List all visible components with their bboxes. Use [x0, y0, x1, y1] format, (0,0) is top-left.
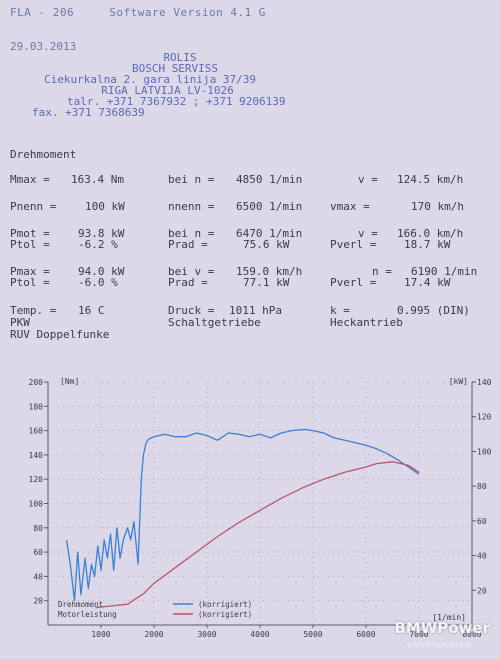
stamp-fax: fax. +371 7368639	[32, 106, 145, 119]
right-tick-label: 100	[477, 447, 492, 456]
left-tick-label: 120	[29, 475, 44, 484]
pmot-rpm-label: bei n =	[168, 227, 215, 240]
series-line-motorleistung	[95, 461, 420, 609]
dyno-chart-svg: 20 40 60 80 100 120 140 160 180 200 20 40 60 80 100 120…	[29, 377, 492, 639]
prad2-label: Prad =	[168, 276, 208, 289]
mmax-rpm-value: 4850 1/min	[236, 173, 303, 186]
x-tick-label: 5000	[303, 630, 322, 639]
pmot-speed-value: 166.0 km/h	[397, 227, 464, 240]
watermark-brand: BMWPower	[394, 619, 490, 637]
x-tick-label: 3000	[197, 630, 216, 639]
legend-name-drehmoment: Drehmoment	[58, 600, 103, 609]
printout-header: FLA - 206 Software Version 4.1 G	[10, 6, 294, 19]
dyno-chart: 20 40 60 80 100 120 140 160 180 200 20 40 60 80 100 120…	[0, 370, 500, 655]
mmax-speed-label: v =	[358, 173, 378, 186]
pmax-speed-value: 159.0 km/h	[236, 265, 303, 278]
vmax-value: 170 km/h	[411, 200, 464, 213]
pmot-rpm-value: 6470 1/min	[236, 227, 303, 240]
stamp-line-1: ROLIS	[163, 51, 197, 64]
left-tick-label: 40	[33, 572, 43, 581]
mmax-label: Mmax =	[10, 173, 50, 186]
x-tick-label: 7000	[409, 630, 428, 639]
right-axis-label: [kW]	[449, 377, 468, 386]
pmot-label: Pmot =	[10, 227, 50, 240]
model-code: FLA - 206	[10, 6, 75, 19]
print-date: 29.03.2013	[10, 40, 77, 53]
left-tick-label: 20	[33, 597, 43, 606]
ptol2-value: -6.0 %	[78, 276, 118, 289]
right-tick-label: 20	[477, 586, 487, 595]
nnenn-label: nnenn =	[168, 200, 215, 213]
x-tick-label: 4000	[250, 630, 269, 639]
pverl2-label: Pverl =	[330, 276, 377, 289]
left-axis-label: [Nm]	[60, 377, 79, 386]
pverl2-value: 17.4 kW	[404, 276, 451, 289]
right-tick-label: 120	[477, 413, 492, 422]
legend-note-motorleistung: (korrigiert)	[198, 610, 252, 619]
legend-name-motorleistung: Motorleistung	[58, 610, 117, 619]
pnenn-label: Pnenn =	[10, 200, 57, 213]
prad2-value: 77.1 kW	[243, 276, 290, 289]
prad1-label: Prad =	[168, 238, 208, 251]
pmax-label: Pmax =	[10, 265, 50, 278]
left-tick-label: 80	[33, 524, 43, 533]
mmax-value: 163.4 Nm	[71, 173, 124, 186]
mmax-rpm-label: bei n =	[168, 173, 215, 186]
section-title: Drehmoment	[10, 148, 77, 161]
pmax-rpm-label: n =	[372, 265, 392, 278]
watermark-url: WWW.BMWPOWER.LV	[407, 642, 472, 649]
stamp-line-3: Ciekurkalna 2. gara linija 37/39	[44, 73, 256, 86]
temp-value: 16 C	[78, 304, 105, 317]
pverl1-label: Pverl =	[330, 238, 377, 251]
workshop-stamp: ROLIS BOSCH SERVISS Ciekurkalna 2. gara …	[0, 52, 300, 118]
right-tick-label: 140	[477, 378, 492, 387]
left-tick-label: 60	[33, 548, 43, 557]
pmax-rpm-value: 6190 1/min	[411, 265, 478, 278]
nnenn-value: 6500 1/min	[236, 200, 303, 213]
k-factor-label: k =	[330, 304, 350, 317]
pmax-value: 94.0 kW	[78, 265, 125, 278]
right-tick-label: 60	[477, 517, 487, 526]
pmot-speed-label: v =	[358, 227, 378, 240]
pverl1-value: 18.7 kW	[404, 238, 451, 251]
pnenn-value: 100 kW	[85, 200, 125, 213]
drive-type: Heckantrieb	[330, 316, 403, 329]
left-tick-label: 100	[29, 500, 44, 509]
left-tick-label: 140	[29, 451, 44, 460]
druck-value: 1011 hPa	[229, 304, 282, 317]
left-tick-label: 180	[29, 402, 44, 411]
x-tick-label: 1000	[91, 630, 110, 639]
stamp-phone: talr. +371 7367932 ; +371 9206139	[67, 95, 286, 108]
vmax-label: vmax =	[330, 200, 370, 213]
x-tick-label: 2000	[144, 630, 163, 639]
ptol2-label: Ptol =	[10, 276, 50, 289]
left-tick-label: 200	[29, 378, 44, 387]
ptol1-value: -6.2 %	[78, 238, 118, 251]
temp-label: Temp. =	[10, 304, 57, 317]
ptol1-label: Ptol =	[10, 238, 50, 251]
software-version: Software Version 4.1 G	[109, 6, 266, 19]
stamp-line-2: BOSCH SERVISS	[131, 62, 219, 75]
series-line-drehmoment	[65, 428, 420, 602]
right-tick-label: 40	[477, 552, 487, 561]
ignition-note: RUV Doppelfunke	[10, 328, 110, 341]
k-factor-value: 0.995 (DIN)	[397, 304, 470, 317]
vehicle-type: PKW	[10, 316, 30, 329]
transmission: Schaltgetriebe	[168, 316, 261, 329]
stamp-line-4: RIGA LATVIJA LV-1026	[101, 84, 234, 97]
right-tick-label: 80	[477, 482, 487, 491]
pmot-value: 93.8 kW	[78, 227, 125, 240]
x-axis-label: [1/min]	[432, 613, 466, 622]
x-tick-label: 6000	[356, 630, 375, 639]
druck-label: Druck =	[168, 304, 215, 317]
pmax-speed-label: bei v =	[168, 265, 215, 278]
prad1-value: 75.6 kW	[243, 238, 290, 251]
legend-note-drehmoment: (korrigiert)	[198, 600, 252, 609]
left-tick-label: 160	[29, 427, 44, 436]
mmax-speed-value: 124.5 km/h	[397, 173, 464, 186]
x-tick-label: 8000	[462, 630, 481, 639]
